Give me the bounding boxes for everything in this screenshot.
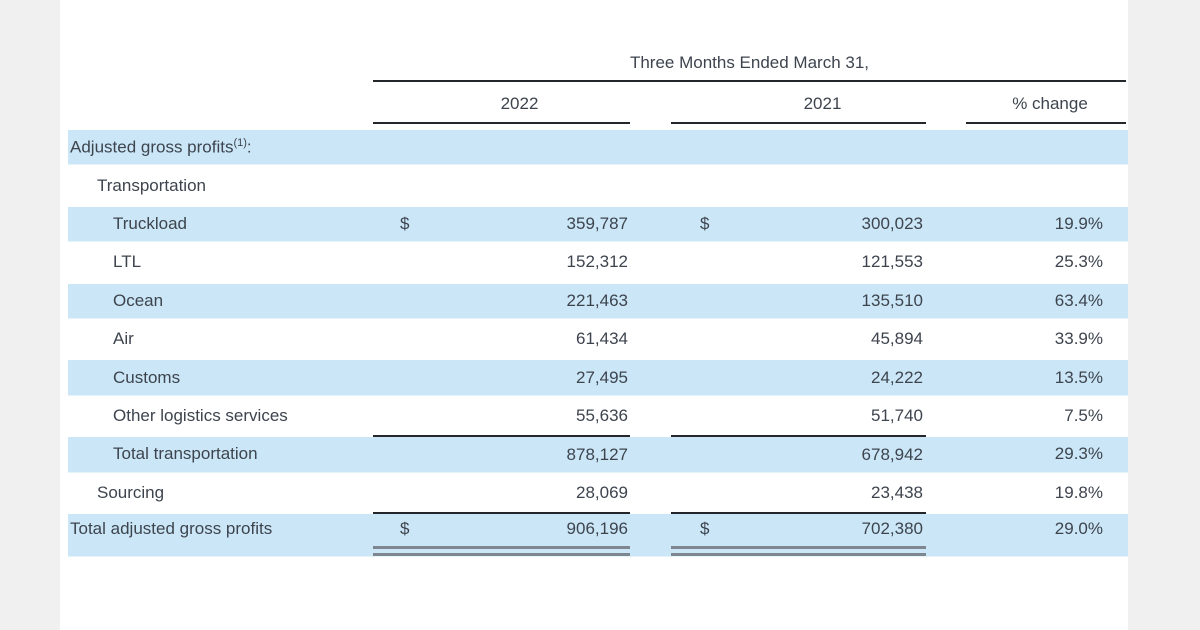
cell-2021: 135,510	[671, 282, 926, 320]
value-2021: 702,380	[861, 518, 923, 538]
cell-2021: 24,222	[671, 358, 926, 396]
value-2022: 359,787	[566, 213, 628, 233]
row-label-suffix: :	[246, 137, 252, 157]
row-air: Air 61,434 45,894 33.9%	[68, 320, 1128, 358]
row-other-logistics-services: Other logistics services 55,636 51,740 7…	[68, 397, 1128, 435]
period-header: Three Months Ended March 31,	[373, 46, 1126, 82]
row-label: Truckload	[113, 213, 188, 233]
right-margin	[1128, 0, 1200, 630]
left-margin	[0, 0, 60, 630]
row-label: Customs	[113, 367, 181, 387]
cell-2022: 55,636	[373, 397, 630, 435]
col-header-2022: 2022	[373, 82, 630, 124]
pct-change-value: 29.0%	[1054, 518, 1103, 538]
pct-change-value: 29.3%	[1054, 444, 1103, 464]
pct-change-value: 33.9%	[1054, 329, 1103, 349]
table-body: Adjusted gross profits(1): Transportatio…	[60, 128, 1128, 558]
value-2022: 906,196	[566, 518, 628, 538]
cell-2021: 121,553	[671, 243, 926, 281]
pct-change-value: 19.8%	[1054, 482, 1103, 502]
pct-change-value: 7.5%	[1064, 405, 1103, 425]
row-label: Total transportation	[113, 444, 258, 464]
cell-2022: 28,069	[373, 474, 630, 512]
dollar-sign: $	[400, 518, 410, 538]
dollar-sign: $	[700, 518, 710, 538]
row-customs: Customs 27,495 24,222 13.5%	[68, 358, 1128, 397]
value-2021: 51,740	[871, 405, 923, 425]
cell-2022: 221,463	[373, 282, 630, 320]
value-2021: 135,510	[861, 290, 923, 310]
value-2022: 152,312	[566, 252, 628, 272]
col-header-2021: 2021	[671, 82, 926, 124]
row-total-adjusted-gross-profits: Total adjusted gross profits $906,196 $7…	[68, 511, 1128, 558]
cell-2021: 51,740	[671, 397, 926, 435]
row-label: Total adjusted gross profits	[70, 518, 273, 538]
cell-2022: 61,434	[373, 320, 630, 358]
row-transportation: Transportation	[68, 166, 1128, 204]
value-2022: 28,069	[576, 482, 628, 502]
dollar-sign: $	[700, 213, 710, 233]
row-label: Air	[113, 329, 134, 349]
footnote-marker: (1)	[233, 136, 247, 149]
value-2022: 61,434	[576, 329, 628, 349]
cell-2022: 152,312	[373, 243, 630, 281]
row-label: Other logistics services	[113, 405, 288, 425]
row-adjusted-gross-profits: Adjusted gross profits(1):	[68, 128, 1128, 167]
row-ocean: Ocean 221,463 135,510 63.4%	[68, 281, 1128, 320]
cell-2022: 878,127	[373, 435, 630, 473]
row-label-text: Adjusted gross profits	[70, 137, 234, 157]
value-2022: 878,127	[566, 445, 628, 465]
cell-2022: $906,196	[373, 511, 630, 558]
value-2021: 24,222	[871, 367, 923, 387]
pct-change-value: 19.9%	[1054, 213, 1103, 233]
pct-change-value: 63.4%	[1054, 290, 1103, 310]
row-label: Ocean	[113, 290, 164, 310]
value-2021: 678,942	[861, 445, 923, 465]
value-2022: 221,463	[566, 290, 628, 310]
row-label: Transportation	[97, 175, 206, 195]
cell-2021: $702,380	[671, 511, 926, 558]
row-truckload: Truckload $359,787 $300,023 19.9%	[68, 204, 1128, 244]
value-2021: 45,894	[871, 329, 923, 349]
cell-2022: $359,787	[373, 205, 630, 243]
row-label: Sourcing	[97, 482, 165, 502]
table-header-period: Three Months Ended March 31,	[68, 46, 1128, 82]
value-2021: 23,438	[871, 482, 923, 502]
cell-2021: 23,438	[671, 474, 926, 512]
value-2021: 121,553	[861, 252, 923, 272]
table-header-columns: 2022 2021 % change	[68, 82, 1128, 124]
value-2022: 55,636	[576, 405, 628, 425]
pct-change-value: 25.3%	[1054, 252, 1103, 272]
row-label: Adjusted gross profits(1):	[68, 137, 373, 158]
row-ltl: LTL 152,312 121,553 25.3%	[68, 243, 1128, 281]
row-sourcing: Sourcing 28,069 23,438 19.8%	[68, 474, 1128, 512]
dollar-sign: $	[400, 213, 410, 233]
cell-2021: 45,894	[671, 320, 926, 358]
value-2021: 300,023	[861, 213, 923, 233]
row-label: LTL	[113, 252, 142, 272]
cell-2021: 678,942	[671, 435, 926, 473]
col-header-pct-change: % change	[966, 82, 1126, 124]
value-2022: 27,495	[576, 367, 628, 387]
financial-table: Three Months Ended March 31, 2022 2021 %…	[60, 0, 1128, 630]
row-total-transportation: Total transportation 878,127 678,942 29.…	[68, 435, 1128, 474]
cell-2021: $300,023	[671, 205, 926, 243]
cell-2022: 27,495	[373, 358, 630, 396]
pct-change-value: 13.5%	[1054, 367, 1103, 387]
